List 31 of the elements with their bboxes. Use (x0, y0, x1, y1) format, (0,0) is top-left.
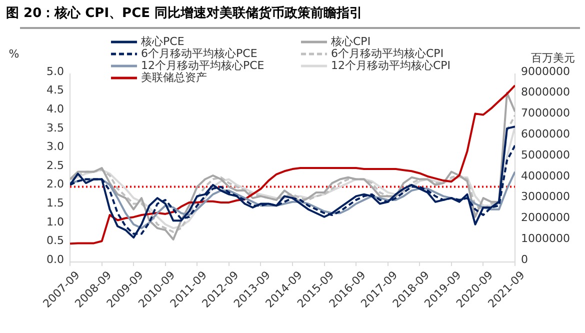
legend-label: 6个月移动平均核心PCE (141, 47, 258, 60)
legend-label: 6个月移动平均核心CPI (331, 47, 444, 60)
y-tick-label: 0.0 (46, 252, 64, 266)
y-axis-title: % (8, 47, 20, 60)
y-tick-label: 1.0 (46, 215, 64, 228)
y-tick-label: 5.0 (46, 64, 64, 78)
legend-label: 12个月移动平均核心CPI (331, 59, 451, 72)
y2-tick-label: 8000000 (521, 86, 570, 99)
legend-label: 核心CPI (331, 35, 371, 48)
y2-axis-title: 百万美元 (531, 51, 575, 64)
chart-title: 图 20：核心 CPI、PCE 同比增速对美联储货币政策前瞻指引 (6, 4, 363, 22)
y2-tick-label: 4000000 (521, 169, 570, 182)
legend-label: 12个月移动平均核心PCE (141, 59, 264, 72)
legend-label: 美联储总资产 (141, 71, 207, 84)
legend-label: 核心PCE (141, 35, 184, 48)
y-tick-label: 4.0 (46, 102, 64, 116)
y2-tick-label: 2000000 (521, 211, 570, 224)
y2-tick-label: 1000000 (521, 232, 570, 245)
y2-tick-label: 5000000 (521, 148, 570, 162)
y2-tick-label: 6000000 (521, 128, 570, 141)
y2-tick-label: 0 (521, 252, 528, 266)
y-tick-label: 4.5 (46, 84, 64, 97)
y-tick-label: 2.5 (46, 158, 64, 172)
y-tick-label: 3.5 (46, 121, 64, 134)
y2-tick-label: 7000000 (521, 106, 570, 120)
y-tick-label: 3.0 (46, 140, 64, 154)
y-tick-label: 2.0 (46, 178, 64, 191)
y2-tick-label: 3000000 (521, 190, 570, 204)
y2-tick-label: 9000000 (521, 64, 570, 78)
y-tick-label: 0.5 (46, 234, 64, 248)
y-tick-label: 1.5 (46, 196, 64, 210)
